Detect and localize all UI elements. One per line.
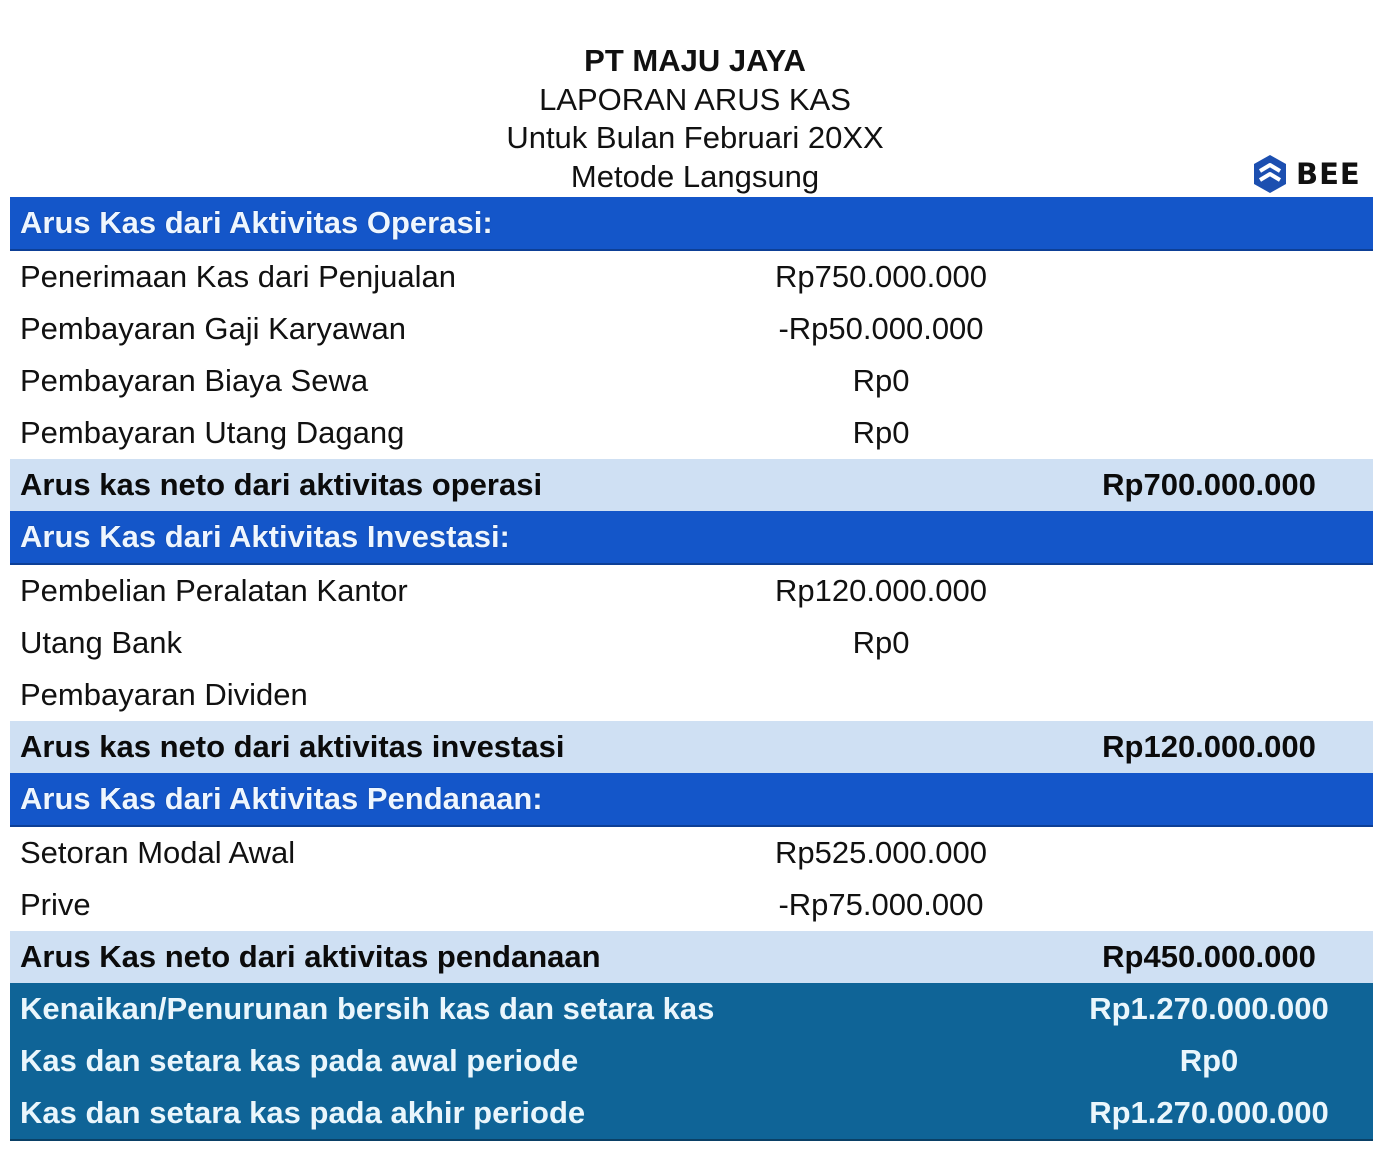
line-item: Pembayaran Biaya Sewa Rp0 bbox=[10, 355, 1373, 407]
subtotal-label: Arus Kas neto dari aktivitas pendanaan bbox=[20, 939, 601, 974]
subtotal-pendanaan: Arus Kas neto dari aktivitas pendanaan R… bbox=[10, 931, 1373, 983]
item-amount: Rp525.000.000 bbox=[774, 835, 988, 870]
summary-label: Kas dan setara kas pada awal periode bbox=[20, 1043, 579, 1078]
item-label: Prive bbox=[20, 887, 91, 922]
item-amount: Rp750.000.000 bbox=[774, 259, 988, 294]
item-label: Pembayaran Utang Dagang bbox=[20, 415, 405, 450]
subtotal-operasi: Arus kas neto dari aktivitas operasi Rp7… bbox=[10, 459, 1373, 511]
item-amount: Rp0 bbox=[852, 415, 910, 450]
report-method: Metode Langsung bbox=[570, 158, 820, 194]
bee-logo-text: BEE bbox=[1296, 157, 1361, 191]
summary-amount: Rp0 bbox=[1179, 1043, 1239, 1078]
cash-flow-table: Arus Kas dari Aktivitas Operasi: Penerim… bbox=[10, 197, 1373, 1141]
bee-hexagon-chevron-icon bbox=[1254, 155, 1286, 193]
item-amount: Rp0 bbox=[852, 625, 910, 660]
section-header-pendanaan: Arus Kas dari Aktivitas Pendanaan: bbox=[10, 773, 1373, 827]
report-header: PT MAJU JAYA LAPORAN ARUS KAS Untuk Bula… bbox=[0, 42, 1390, 196]
item-amount: -Rp75.000.000 bbox=[778, 887, 984, 922]
item-label: Pembayaran Gaji Karyawan bbox=[20, 311, 406, 346]
summary-amount: Rp1.270.000.000 bbox=[1089, 991, 1329, 1026]
summary-label: Kenaikan/Penurunan bersih kas dan setara… bbox=[20, 991, 715, 1026]
item-label: Utang Bank bbox=[20, 625, 182, 660]
subtotal-label: Arus kas neto dari aktivitas investasi bbox=[20, 729, 565, 764]
summary-row-ending-balance: Kas dan setara kas pada akhir periode Rp… bbox=[10, 1087, 1373, 1139]
subtotal-amount: Rp120.000.000 bbox=[1102, 729, 1316, 764]
report-period: Untuk Bulan Februari 20XX bbox=[506, 120, 884, 155]
line-item: Pembayaran Gaji Karyawan -Rp50.000.000 bbox=[10, 303, 1373, 355]
line-item: Setoran Modal Awal Rp525.000.000 bbox=[10, 827, 1373, 879]
summary-row-net-change: Kenaikan/Penurunan bersih kas dan setara… bbox=[10, 983, 1373, 1035]
summary-label: Kas dan setara kas pada akhir periode bbox=[20, 1095, 586, 1130]
summary-block: Kenaikan/Penurunan bersih kas dan setara… bbox=[10, 983, 1373, 1141]
line-item: Prive -Rp75.000.000 bbox=[10, 879, 1373, 931]
subtotal-amount: Rp700.000.000 bbox=[1102, 467, 1316, 502]
item-amount: Rp120.000.000 bbox=[774, 573, 988, 608]
subtotal-amount: Rp450.000.000 bbox=[1102, 939, 1316, 974]
line-item: Pembayaran Utang Dagang Rp0 bbox=[10, 407, 1373, 459]
summary-amount: Rp1.270.000.000 bbox=[1089, 1095, 1329, 1130]
subtotal-investasi: Arus kas neto dari aktivitas investasi R… bbox=[10, 721, 1373, 773]
line-item: Pembelian Peralatan Kantor Rp120.000.000 bbox=[10, 565, 1373, 617]
bee-logo: BEE bbox=[1252, 154, 1361, 194]
item-label: Penerimaan Kas dari Penjualan bbox=[20, 259, 456, 294]
item-label: Pembayaran Dividen bbox=[20, 677, 308, 712]
item-label: Pembayaran Biaya Sewa bbox=[20, 363, 369, 398]
report-title: LAPORAN ARUS KAS bbox=[539, 81, 851, 117]
section-header-investasi: Arus Kas dari Aktivitas Investasi: bbox=[10, 511, 1373, 565]
section-title: Arus Kas dari Aktivitas Investasi: bbox=[20, 519, 510, 554]
subtotal-label: Arus kas neto dari aktivitas operasi bbox=[20, 467, 543, 502]
line-item: Utang Bank Rp0 bbox=[10, 617, 1373, 669]
line-item: Penerimaan Kas dari Penjualan Rp750.000.… bbox=[10, 251, 1373, 303]
section-title: Arus Kas dari Aktivitas Operasi: bbox=[20, 205, 493, 240]
section-header-operasi: Arus Kas dari Aktivitas Operasi: bbox=[10, 197, 1373, 251]
item-amount: Rp0 bbox=[852, 363, 910, 398]
item-label: Setoran Modal Awal bbox=[20, 835, 296, 870]
company-name: PT MAJU JAYA bbox=[584, 43, 806, 78]
section-title: Arus Kas dari Aktivitas Pendanaan: bbox=[20, 781, 543, 816]
item-label: Pembelian Peralatan Kantor bbox=[20, 573, 408, 608]
summary-row-beginning-balance: Kas dan setara kas pada awal periode Rp0 bbox=[10, 1035, 1373, 1087]
item-amount: -Rp50.000.000 bbox=[778, 311, 984, 346]
line-item: Pembayaran Dividen bbox=[10, 669, 1373, 721]
